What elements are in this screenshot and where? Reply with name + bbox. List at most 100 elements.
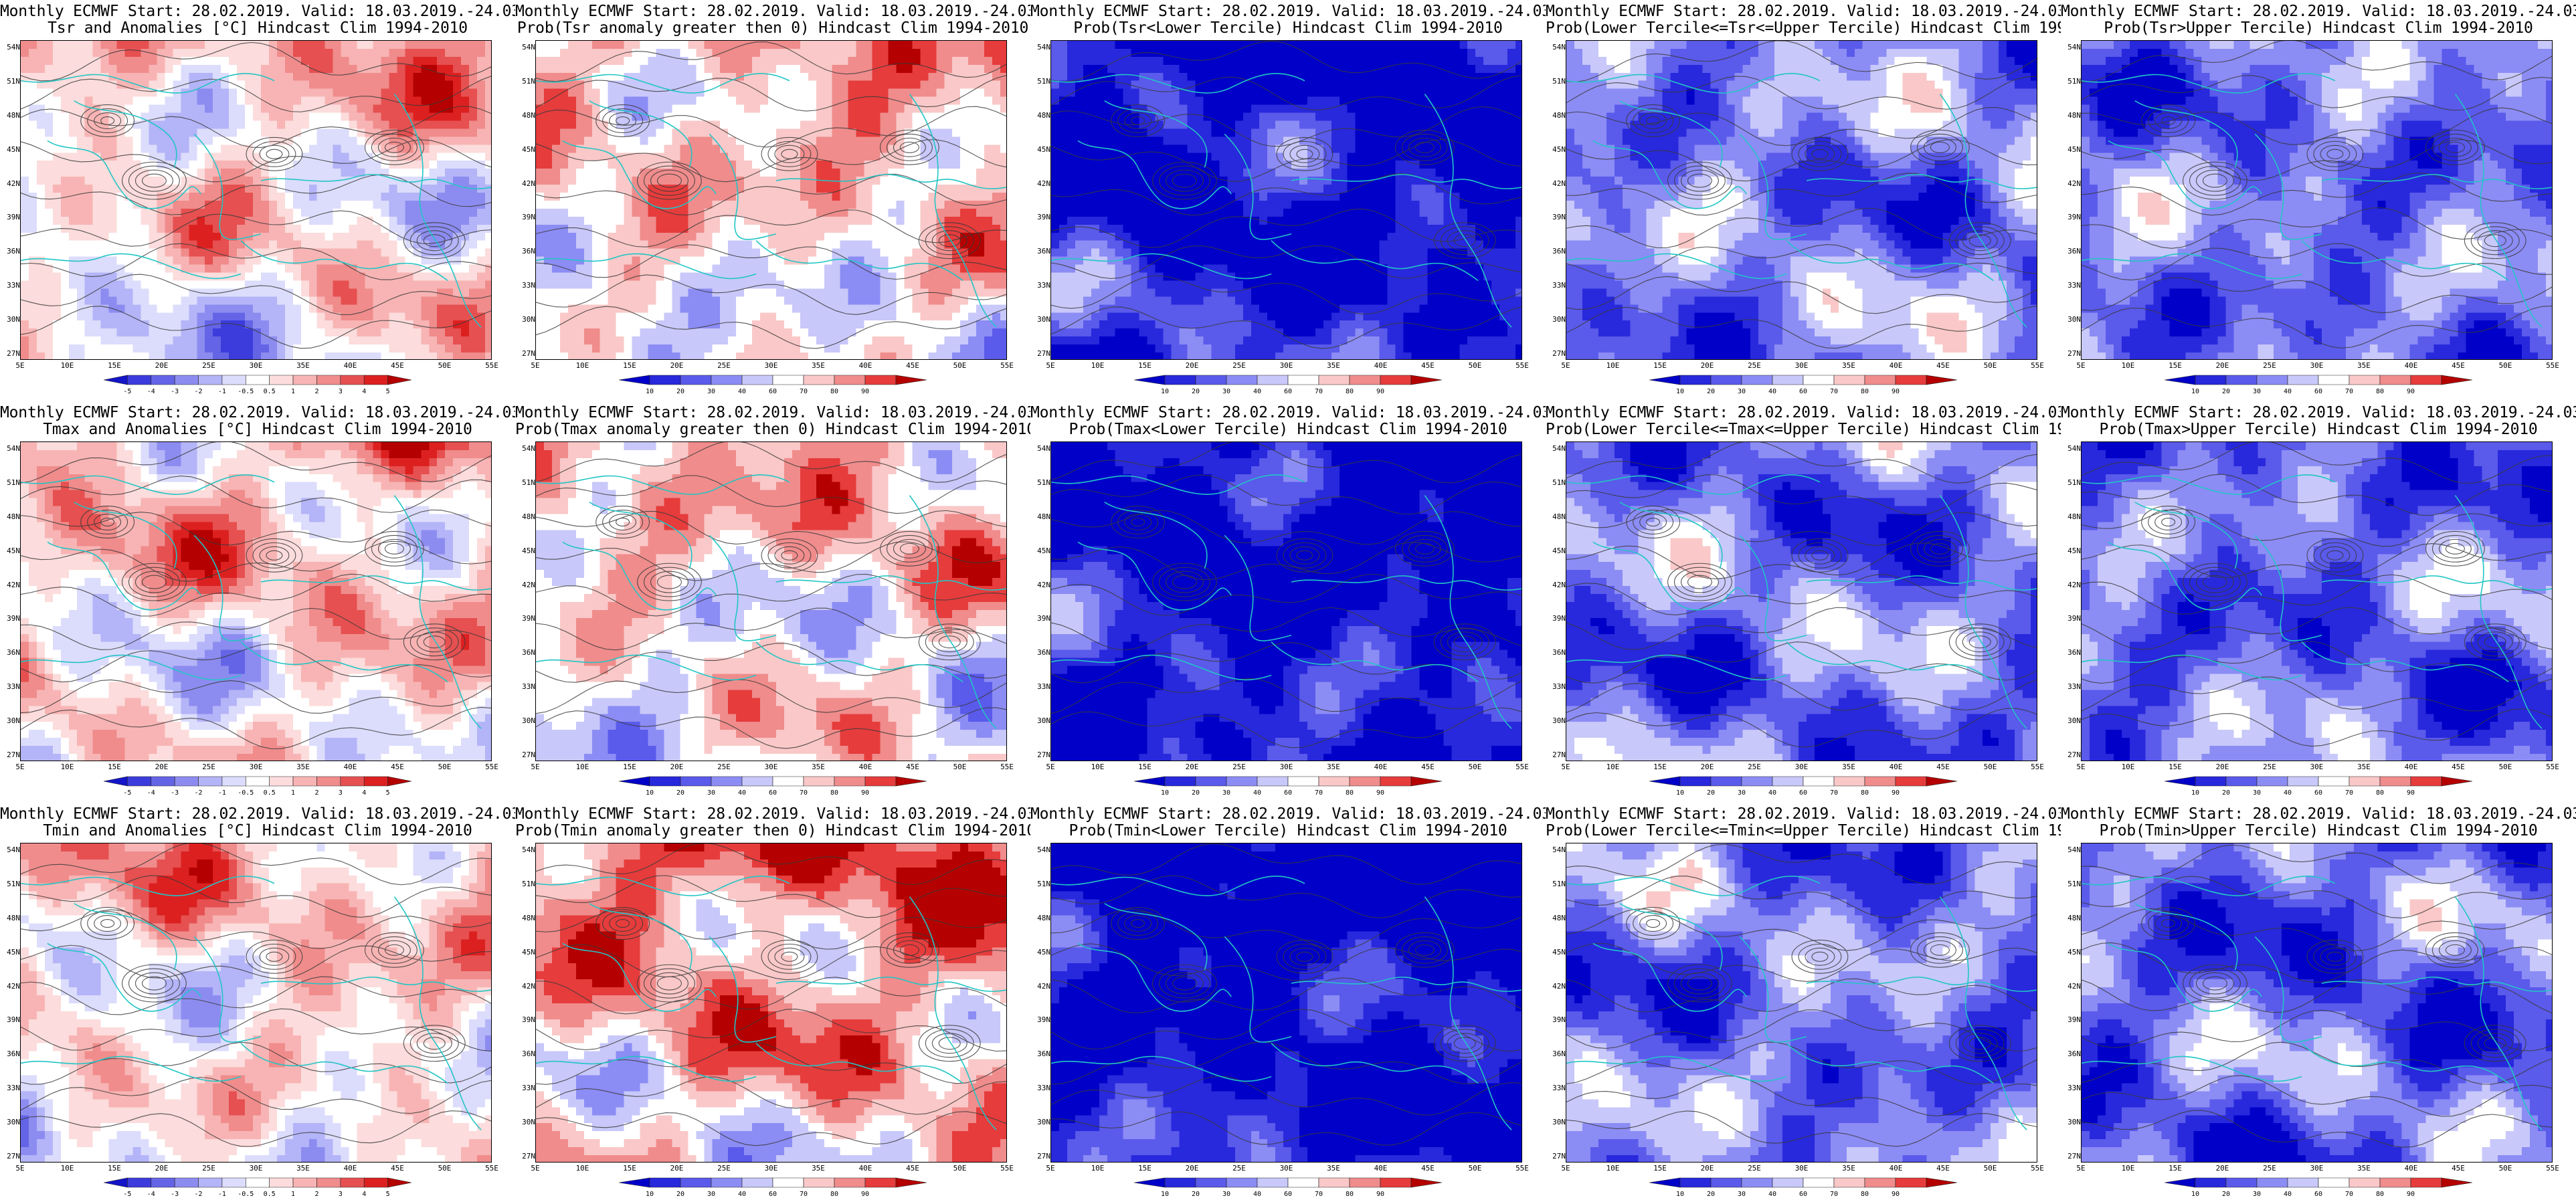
lon-label: 35E [1327,361,1340,370]
lon-label: 45E [906,763,919,771]
colorbar-svg [104,776,411,787]
lon-label: 55E [1515,361,1529,370]
colorbar-tick-label: 40 [1768,789,1776,797]
colorbar-tick-label: 80 [830,1191,838,1198]
lat-label: 30N [1033,716,1050,725]
lat-label: 48N [3,512,20,521]
lat-label: 54N [518,845,535,854]
colorbar-swatch [363,1177,388,1188]
colorbar-tick-label: 30 [2253,1191,2261,1198]
colorbar-tick-label: 40 [1768,1191,1776,1198]
lon-label: 30E [1280,1164,1293,1173]
shaded-field [2082,843,2552,1162]
colorbar-swatch [1349,375,1381,385]
colorbar-swatch [1318,375,1350,385]
colorbar-swatch [221,375,246,385]
colorbar-tick-label: 5 [386,1191,390,1198]
panel-title-line1: Monthly ECMWF Start: 28.02.2019. Valid: … [0,805,515,823]
lat-label: 30N [1548,716,1566,725]
lat-label: 39N [2063,1015,2081,1024]
lon-label: 20E [2216,361,2229,370]
colorbar: 10 20 30 40 60 70 80 90 [619,1177,927,1199]
lat-label: 51N [1033,478,1050,487]
map-panel: Monthly ECMWF Start: 28.02.2019. Valid: … [0,0,515,401]
colorbar-swatch [198,1177,223,1188]
colorbar-tick-label: 90 [2407,1191,2415,1198]
colorbar-tick-label: 20 [1192,1191,1200,1198]
shaded-field [536,442,1006,761]
lon-label: 25E [2263,361,2276,370]
lat-label: 27N [2063,750,2081,759]
colorbar-tick-label: 60 [1284,1191,1292,1198]
lat-label: 36N [2063,247,2081,256]
lon-label: 35E [2357,763,2371,771]
colorbar-swatch [834,375,866,385]
coastlines [21,876,491,1130]
panel-title-line2: Prob(Lower Tercile<=Tmin<=Upper Tercile)… [1546,822,2061,839]
lon-label: 15E [2169,361,2182,370]
lat-label: 51N [518,77,535,86]
lon-label: 45E [1936,763,1950,771]
colorbar-tick-label: 20 [676,388,684,395]
map-panel: Monthly ECMWF Start: 28.02.2019. Valid: … [2061,0,2576,401]
shaded-field [1051,442,1522,761]
map-area [2081,40,2553,360]
lat-label: 48N [518,914,535,922]
colorbar-tick-label: 20 [1192,388,1200,395]
lon-label: 55E [2546,361,2559,370]
colorbar-swatch [1134,776,1166,787]
colorbar-tick-label: 10 [1161,789,1169,797]
lat-label: 36N [3,247,20,256]
map-panel: Monthly ECMWF Start: 28.02.2019. Valid: … [2061,803,2576,1204]
lon-label: 50E [1984,763,1997,771]
colorbar-tick-label: 10 [646,388,654,395]
colorbar-swatch [1926,1177,1957,1188]
colorbar: 10 20 30 40 60 70 80 90 [1134,776,1442,797]
colorbar-swatch [1741,375,1773,385]
colorbar-swatch [269,776,294,787]
lat-label: 27N [3,349,20,358]
lon-label: 55E [485,763,498,771]
colorbar-tick-label: 10 [646,1191,654,1198]
lat-label: 54N [3,43,20,52]
lon-label: 35E [2357,361,2371,370]
colorbar-swatch [1318,1177,1350,1188]
colorbar-swatch [2441,1177,2472,1188]
colorbar-svg [1134,375,1442,385]
shaded-field [2082,442,2552,761]
lat-label: 30N [1548,1118,1566,1126]
colorbar-swatch [834,776,866,787]
map-panel: Monthly ECMWF Start: 28.02.2019. Valid: … [1546,0,2061,401]
lat-label: 54N [3,845,20,854]
contour-lines [1051,442,1522,748]
lon-label: 30E [250,763,263,771]
colorbar-swatch [1380,1177,1412,1188]
lon-label: 30E [1795,763,1809,771]
lat-label: 33N [1033,1084,1050,1092]
colorbar-swatch [2349,776,2381,787]
coastlines [2082,73,2552,328]
map-svg [21,843,491,1162]
lat-label: 45N [518,948,535,957]
lat-label: 51N [1033,880,1050,888]
panel-title-line2: Tsr and Anomalies [°C] Hindcast Clim 199… [0,19,515,37]
lat-label: 33N [2063,682,2081,691]
panel-title-line2: Tmin and Anomalies [°C] Hindcast Clim 19… [0,822,515,839]
colorbar-swatch [803,1177,835,1188]
map-panel: Monthly ECMWF Start: 28.02.2019. Valid: … [515,0,1030,401]
colorbar-swatch [895,1177,927,1188]
colorbar-swatch [1164,375,1196,385]
colorbar-swatch [221,1177,246,1188]
colorbar: 10 20 30 40 60 70 80 90 [619,776,927,797]
panel-title-line1: Monthly ECMWF Start: 28.02.2019. Valid: … [1030,805,1546,823]
contour-lines [1566,41,2037,349]
lon-label: 25E [2263,763,2276,771]
colorbar-swatch [2225,375,2258,385]
map-svg [1566,843,2037,1162]
colorbar-swatch [1257,776,1289,787]
coastlines [2082,474,2552,729]
lon-label: 15E [2169,763,2182,771]
colorbar-swatch [1679,776,1712,787]
map-svg [2082,442,2552,761]
colorbar-tick-label: 80 [2376,388,2384,395]
